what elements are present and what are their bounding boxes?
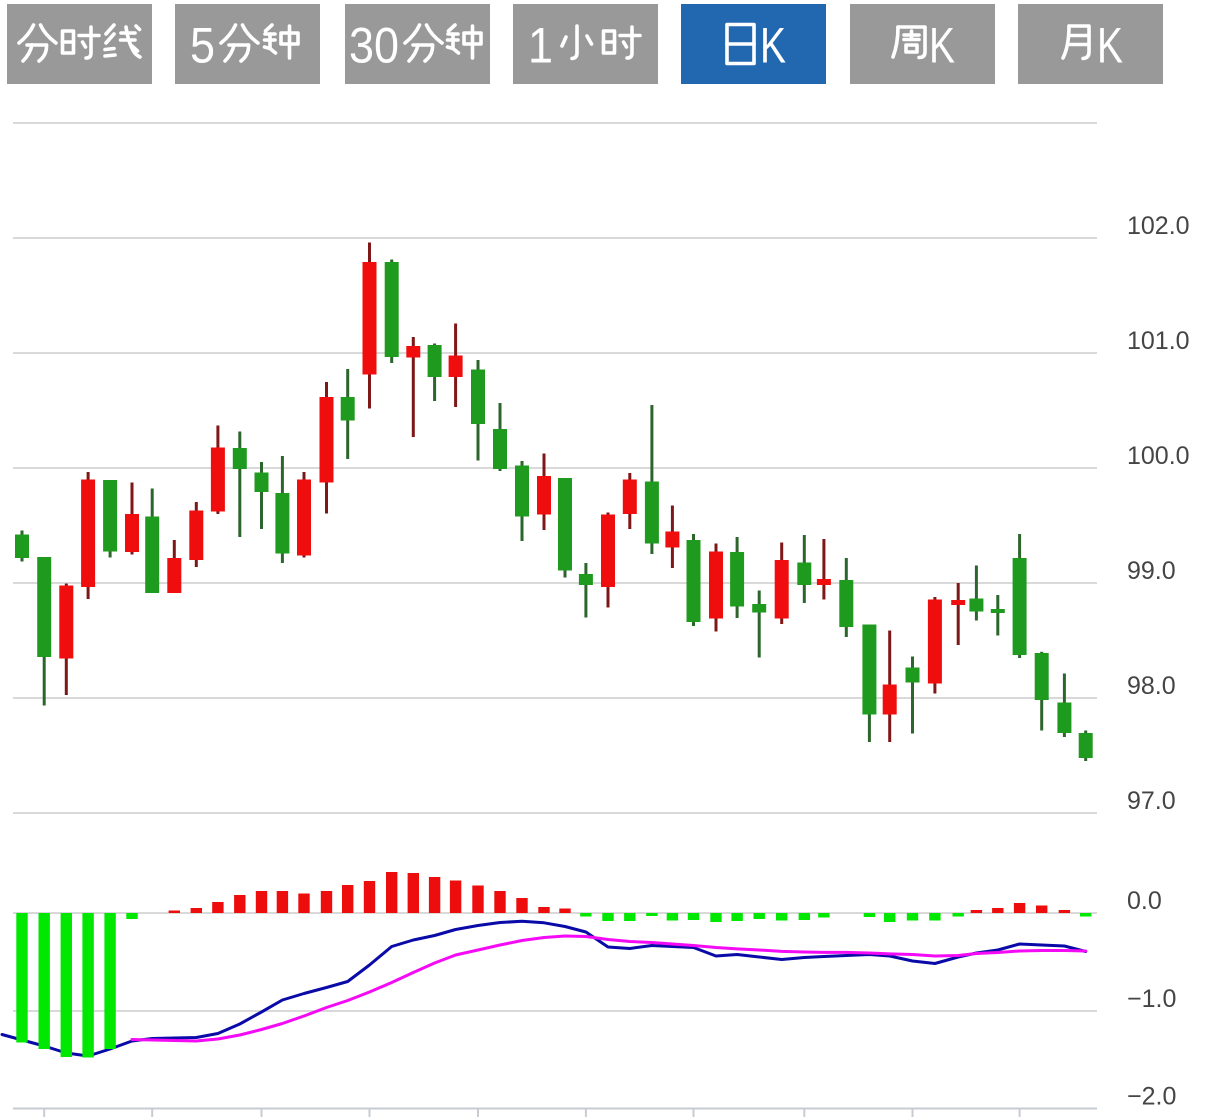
- svg-text:101.0: 101.0: [1127, 327, 1190, 355]
- svg-text:100.0: 100.0: [1127, 442, 1190, 470]
- svg-text:98.0: 98.0: [1127, 672, 1176, 700]
- svg-text:K: K: [929, 22, 955, 66]
- svg-text:K: K: [760, 22, 786, 66]
- svg-text:K: K: [1097, 22, 1123, 66]
- svg-text:102.0: 102.0: [1127, 212, 1190, 240]
- svg-text:0.0: 0.0: [1127, 887, 1162, 915]
- svg-text:−2.0: −2.0: [1127, 1083, 1176, 1111]
- svg-text:5: 5: [190, 22, 215, 66]
- svg-text:30: 30: [349, 22, 399, 66]
- svg-text:−1.0: −1.0: [1127, 985, 1176, 1013]
- svg-text:97.0: 97.0: [1127, 787, 1176, 815]
- svg-text:1: 1: [528, 22, 553, 66]
- svg-text:99.0: 99.0: [1127, 557, 1176, 585]
